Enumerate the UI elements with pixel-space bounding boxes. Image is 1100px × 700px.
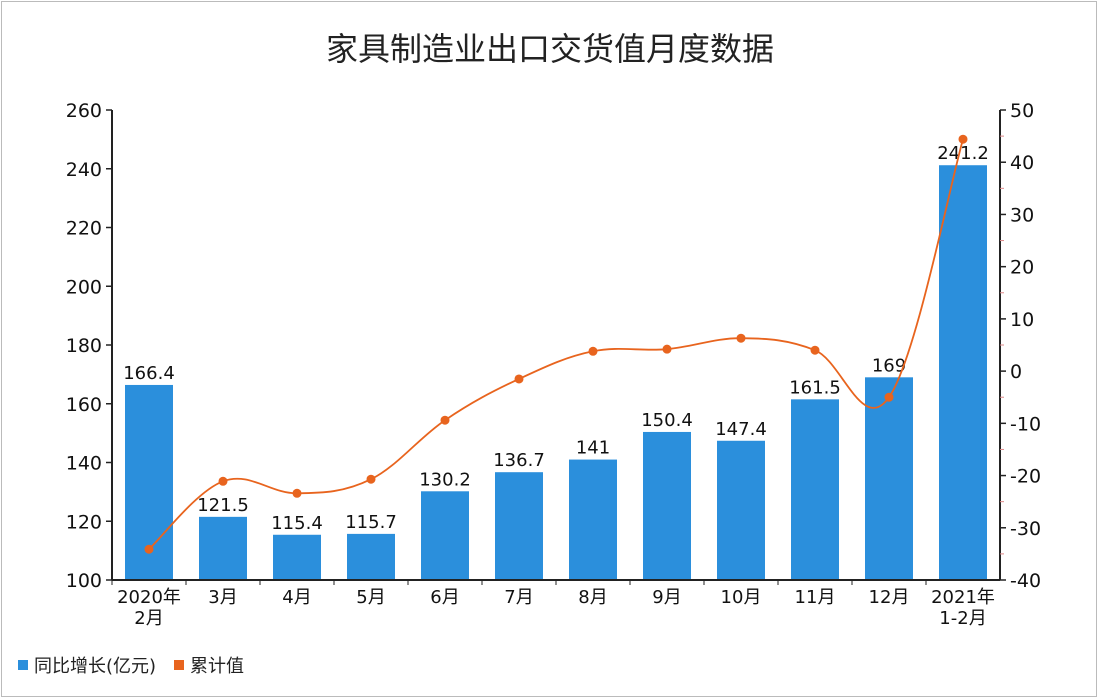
x-tick-label: 4月 bbox=[282, 587, 311, 608]
line-point bbox=[292, 488, 302, 498]
line-point bbox=[810, 345, 820, 355]
line-point bbox=[884, 392, 894, 402]
x-tick-label: 3月 bbox=[208, 587, 237, 608]
line-point bbox=[218, 476, 228, 486]
x-tick-label: 2020年 2月 bbox=[117, 587, 181, 629]
line-point bbox=[588, 346, 598, 356]
right-tick-label: -40 bbox=[1010, 570, 1041, 592]
chart-title: 家具制造业出口交货值月度数据 bbox=[325, 30, 774, 68]
line-point bbox=[440, 415, 450, 425]
x-tick-label: 8月 bbox=[578, 587, 607, 608]
x-tick-label: 6月 bbox=[430, 587, 459, 608]
bar-data-label: 130.2 bbox=[419, 469, 471, 490]
bar bbox=[495, 472, 543, 580]
bar bbox=[569, 459, 617, 580]
x-tick-label: 10月 bbox=[721, 587, 762, 608]
x-tick-label: 2021年 1-2月 bbox=[931, 587, 995, 629]
legend-item-line: 累计值 bbox=[174, 652, 244, 678]
left-tick-label: 220 bbox=[66, 218, 102, 240]
bar bbox=[199, 516, 247, 580]
right-tick-label: -10 bbox=[1010, 413, 1041, 435]
bar bbox=[939, 165, 987, 580]
bar-data-label: 241.2 bbox=[937, 143, 989, 164]
left-tick-label: 140 bbox=[66, 453, 102, 475]
bar-data-label: 150.4 bbox=[641, 410, 693, 431]
right-tick-label: 20 bbox=[1010, 257, 1034, 279]
bar bbox=[421, 491, 469, 580]
right-tick-label: 10 bbox=[1010, 309, 1034, 331]
legend-swatch-bar bbox=[18, 660, 28, 670]
bar-data-label: 115.4 bbox=[271, 513, 323, 534]
bar-data-label: 121.5 bbox=[197, 495, 249, 516]
legend-item-bar: 同比增长(亿元) bbox=[18, 652, 156, 678]
line-point bbox=[514, 374, 524, 384]
left-tick-label: 160 bbox=[66, 394, 102, 416]
line-point bbox=[662, 344, 672, 354]
legend: 同比增长(亿元) 累计值 bbox=[18, 652, 244, 678]
bar-data-label: 166.4 bbox=[123, 363, 175, 384]
right-tick-label: -30 bbox=[1010, 518, 1041, 540]
bar-data-label: 169 bbox=[872, 355, 906, 376]
line-point bbox=[958, 134, 968, 144]
bar bbox=[791, 399, 839, 580]
x-tick-label: 9月 bbox=[652, 587, 681, 608]
bar bbox=[347, 533, 395, 580]
right-tick-label: 0 bbox=[1010, 361, 1022, 383]
bar-data-label: 141 bbox=[576, 438, 610, 459]
bar bbox=[273, 534, 321, 580]
legend-label-bar: 同比增长(亿元) bbox=[34, 656, 157, 677]
x-tick-label: 11月 bbox=[795, 587, 836, 608]
left-tick-label: 100 bbox=[66, 570, 102, 592]
line-point bbox=[366, 474, 376, 484]
bar-data-label: 115.7 bbox=[345, 512, 397, 533]
line-point bbox=[736, 333, 746, 343]
bar-data-label: 147.4 bbox=[715, 419, 767, 440]
left-tick-label: 180 bbox=[66, 335, 102, 357]
bar bbox=[717, 440, 765, 580]
left-tick-label: 240 bbox=[66, 159, 102, 181]
right-tick-label: 50 bbox=[1010, 100, 1034, 122]
x-tick-label: 7月 bbox=[504, 587, 533, 608]
line-point bbox=[144, 544, 154, 554]
x-tick-label: 5月 bbox=[356, 587, 385, 608]
legend-label-line: 累计值 bbox=[190, 656, 245, 677]
right-tick-label: 30 bbox=[1010, 204, 1034, 226]
bar-data-label: 161.5 bbox=[789, 377, 841, 398]
left-tick-label: 260 bbox=[66, 100, 102, 122]
legend-swatch-line bbox=[174, 660, 185, 670]
bar-data-label: 136.7 bbox=[493, 450, 545, 471]
left-tick-label: 200 bbox=[66, 276, 102, 298]
right-tick-label: -20 bbox=[1010, 466, 1041, 488]
line-series bbox=[148, 138, 964, 550]
bar bbox=[643, 431, 691, 580]
left-tick-label: 120 bbox=[66, 511, 102, 533]
right-tick-label: 40 bbox=[1010, 152, 1034, 174]
x-tick-label: 12月 bbox=[869, 587, 910, 608]
bar bbox=[865, 377, 913, 580]
